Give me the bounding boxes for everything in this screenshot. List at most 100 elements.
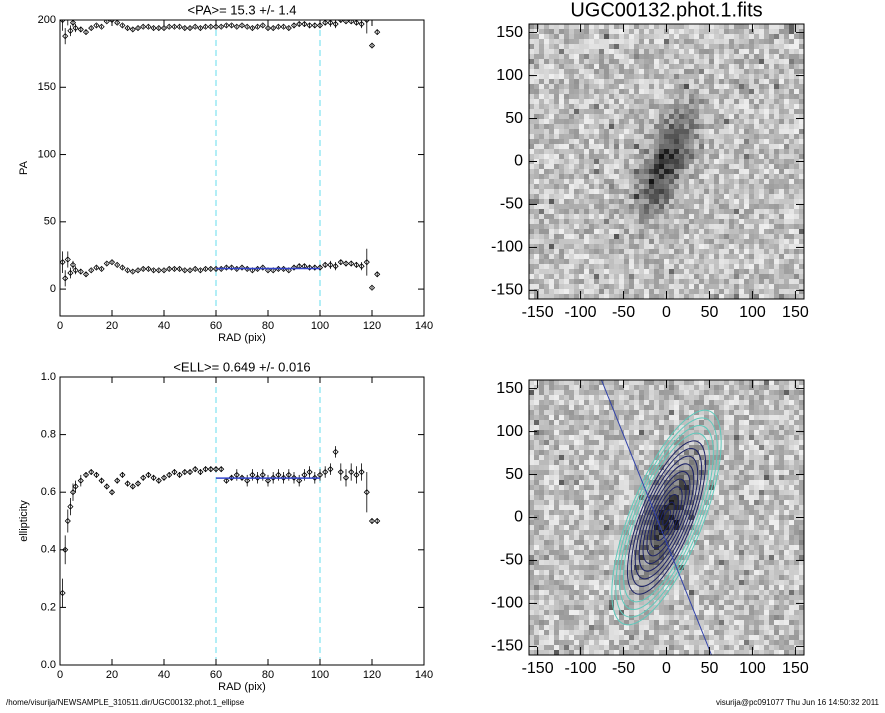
pixel <box>629 109 634 114</box>
pixel <box>544 420 549 425</box>
pixel <box>529 139 534 144</box>
pixel <box>659 249 664 254</box>
pixel <box>729 24 734 29</box>
pixel <box>589 29 594 34</box>
pixel <box>779 134 784 139</box>
pixel <box>619 269 624 274</box>
pixel <box>594 114 599 119</box>
pixel <box>599 74 604 79</box>
pixel <box>729 89 734 94</box>
pixel <box>649 249 654 254</box>
pixel <box>714 199 719 204</box>
pixel <box>719 244 724 249</box>
pixel <box>629 139 634 144</box>
pixel <box>629 34 634 39</box>
pixel <box>554 460 559 465</box>
pixel <box>544 194 549 199</box>
pixel <box>649 274 654 279</box>
pixel <box>789 430 794 435</box>
pixel <box>629 385 634 390</box>
pixel <box>569 79 574 84</box>
pixel <box>529 450 534 455</box>
pixel <box>589 279 594 284</box>
pixel <box>689 109 694 114</box>
pixel <box>609 284 614 289</box>
pixel <box>684 169 689 174</box>
pixel <box>574 44 579 49</box>
pixel <box>764 59 769 64</box>
pixel <box>739 249 744 254</box>
pixel <box>639 39 644 44</box>
pixel <box>574 430 579 435</box>
pixel <box>599 395 604 400</box>
pixel <box>664 194 669 199</box>
pixel <box>654 229 659 234</box>
pixel <box>764 214 769 219</box>
pixel <box>669 184 674 189</box>
pixel <box>674 179 679 184</box>
pixel <box>774 109 779 114</box>
pixel <box>744 400 749 405</box>
pixel <box>789 435 794 440</box>
pixel <box>594 284 599 289</box>
pixel <box>534 249 539 254</box>
pixel <box>699 79 704 84</box>
pixel <box>614 159 619 164</box>
pixel <box>779 84 784 89</box>
pixel <box>534 154 539 159</box>
pixel <box>544 264 549 269</box>
pixel <box>554 124 559 129</box>
pixel <box>569 239 574 244</box>
pixel <box>784 94 789 99</box>
pixel <box>704 114 709 119</box>
pixel <box>744 164 749 169</box>
pixel <box>684 410 689 415</box>
pixel <box>569 455 574 460</box>
pixel <box>669 84 674 89</box>
pixel <box>669 289 674 294</box>
pixel <box>689 174 694 179</box>
pixel <box>619 405 624 410</box>
pixel <box>639 194 644 199</box>
pixel <box>609 189 614 194</box>
pixel <box>789 425 794 430</box>
pixel <box>619 159 624 164</box>
pixel <box>699 400 704 405</box>
pixel <box>549 144 554 149</box>
pixel <box>669 174 674 179</box>
pixel <box>554 24 559 29</box>
pixel <box>694 149 699 154</box>
pixel <box>554 114 559 119</box>
pixel <box>639 259 644 264</box>
pixel <box>639 380 644 385</box>
pixel <box>579 194 584 199</box>
pixel <box>584 199 589 204</box>
pixel <box>594 209 599 214</box>
pixel <box>579 204 584 209</box>
pixel <box>594 289 599 294</box>
pixel <box>564 505 569 510</box>
pixel <box>764 49 769 54</box>
pixel <box>739 234 744 239</box>
pixel <box>549 495 554 500</box>
pixel <box>609 490 614 495</box>
pixel <box>684 485 689 490</box>
pixel <box>784 124 789 129</box>
pixel <box>759 24 764 29</box>
pixel <box>604 89 609 94</box>
pixel <box>699 84 704 89</box>
pixel <box>719 475 724 480</box>
pixel <box>704 119 709 124</box>
pixel <box>619 284 624 289</box>
pixel <box>789 395 794 400</box>
pixel <box>679 214 684 219</box>
pixel <box>569 269 574 274</box>
pixel <box>689 234 694 239</box>
pixel <box>629 44 634 49</box>
pixel <box>604 415 609 420</box>
pixel <box>609 169 614 174</box>
pixel <box>704 39 709 44</box>
pixel <box>619 134 624 139</box>
pixel <box>634 385 639 390</box>
pixel <box>764 199 769 204</box>
